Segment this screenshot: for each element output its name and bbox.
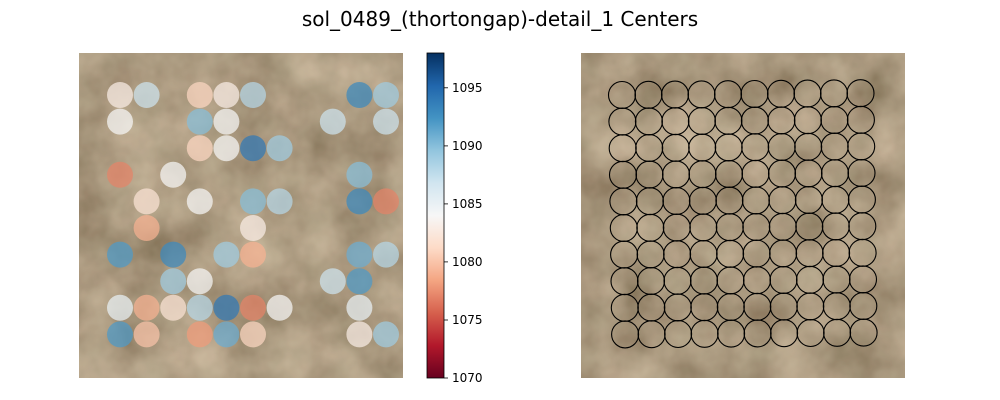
center-point (213, 135, 240, 162)
colorbar-ticks: 1070 1075 1080 1085 1090 1095 (444, 81, 483, 385)
center-point (346, 321, 373, 348)
center-point (133, 294, 160, 321)
center-point (107, 321, 133, 348)
colorbar-tick-label: 1090 (452, 139, 483, 153)
center-point (373, 108, 399, 135)
center-point (186, 188, 213, 215)
colorbar-tick-label: 1070 (452, 371, 483, 385)
center-point (240, 241, 266, 268)
center-point (213, 241, 240, 268)
center-point (186, 321, 213, 348)
center-point (346, 268, 373, 295)
colorbar-tick-label: 1080 (452, 255, 483, 269)
left-points (107, 82, 399, 348)
colorbar-tick-label: 1085 (452, 197, 483, 211)
center-point (266, 135, 293, 162)
center-point (213, 108, 240, 135)
center-point (107, 82, 133, 108)
center-point (160, 268, 187, 295)
center-point (133, 321, 160, 348)
center-point (240, 188, 266, 215)
center-point (213, 321, 240, 348)
center-point (240, 294, 266, 321)
center-point (240, 215, 266, 241)
center-point (160, 161, 187, 188)
center-point (346, 161, 373, 188)
center-point (240, 135, 266, 162)
center-point (213, 82, 240, 108)
center-point (160, 241, 187, 268)
center-point (107, 108, 133, 135)
center-point (373, 82, 399, 108)
center-point (319, 108, 346, 135)
center-point (186, 294, 213, 321)
center-point (107, 161, 133, 188)
grid-circle (849, 318, 878, 347)
center-point (319, 268, 346, 295)
center-point (240, 321, 266, 348)
colorbar-tick-label: 1075 (452, 313, 483, 327)
colorbar-tick-label: 1095 (452, 81, 483, 95)
center-point (160, 294, 187, 321)
center-point (346, 241, 373, 268)
center-point (133, 188, 160, 215)
right-terrain-overlay (581, 53, 905, 378)
center-point (186, 135, 213, 162)
center-point (240, 82, 266, 108)
center-point (107, 294, 133, 321)
center-point (107, 241, 133, 268)
center-point (266, 294, 293, 321)
center-point (373, 188, 399, 215)
center-point (373, 241, 399, 268)
center-point (133, 215, 160, 241)
center-point (373, 321, 399, 348)
chart-title: sol_0489_(thortongap)-detail_1 Centers (302, 7, 698, 31)
right-circles (607, 79, 878, 349)
center-point (213, 294, 240, 321)
center-point (346, 188, 373, 215)
left-terrain-overlay (79, 53, 403, 378)
center-point (346, 294, 373, 321)
center-point (186, 268, 213, 295)
left-panel (79, 53, 403, 378)
right-panel (581, 53, 905, 378)
center-point (186, 82, 213, 108)
center-point (346, 82, 373, 108)
center-point (133, 82, 160, 108)
colorbar: 1070 1075 1080 1085 1090 1095 (426, 52, 483, 385)
colorbar-gradient (426, 52, 445, 379)
center-point (186, 108, 213, 135)
center-point (266, 188, 293, 215)
